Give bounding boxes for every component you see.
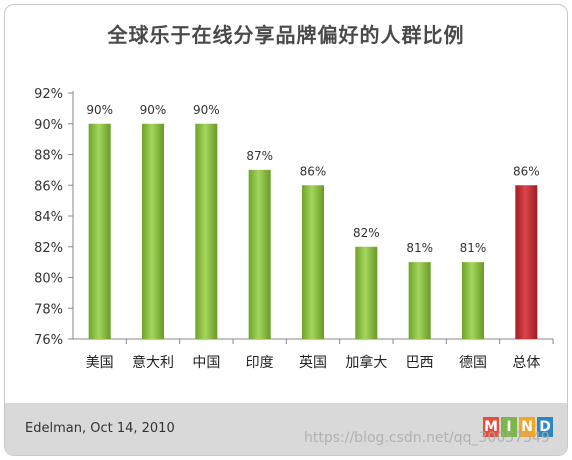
watermark-text: https://blog.csdn.net/qq_30057549 [304,430,550,446]
bar [355,246,378,339]
chart-frame: 全球乐于在线分享品牌偏好的人群比例 92% 90% 88% 86% 84% 82% 80% 7… [4,4,568,456]
x-tick-label: 巴西 [406,355,434,371]
bar [248,169,271,339]
y-tick-label: 82% [34,241,63,256]
bar [462,262,484,339]
data-label: 86% [513,164,540,178]
x-tick-label: 英国 [299,354,327,371]
x-tick-label: 德国 [459,355,487,371]
data-label: 81% [406,241,433,255]
data-label: 86% [300,164,327,178]
y-tick-label: 80% [34,272,63,287]
y-tick-label: 78% [34,302,63,317]
y-tick-label: 84% [34,210,63,225]
bar-chart: 92%90%88%86%84%82%80%78%76% 90%美国90%意大利9… [34,87,554,371]
x-tick-label: 美国 [86,355,114,371]
data-label: 90% [140,103,167,117]
logo-letter: D [537,417,553,437]
logo-letter: I [501,417,517,437]
data-label: 87% [246,149,273,163]
x-tick-label: 总体 [512,355,540,371]
y-tick-label: 86% [34,179,63,194]
data-label: 90% [86,103,113,117]
bar [195,123,218,339]
x-tick-label: 意大利 [132,354,174,371]
bar [142,123,164,339]
y-tick-label: 92% [34,87,63,102]
x-tick-label: 中国 [192,355,220,371]
y-tick-label: 76% [34,333,63,348]
data-label: 81% [460,241,487,255]
data-label: 90% [193,103,220,117]
chart-title: 全球乐于在线分享品牌偏好的人群比例 [107,23,465,47]
data-label: 82% [353,226,380,240]
bar [88,123,111,339]
logo-letter: N [519,417,535,437]
x-tick-label: 加拿大 [345,354,387,371]
bar [408,262,431,339]
x-tick-label: 印度 [246,355,274,371]
bar [302,185,324,339]
source-text: Edelman, Oct 14, 2010 [25,421,175,436]
bar [515,185,538,339]
y-tick-label: 90% [34,118,63,133]
chart-bars [88,123,538,339]
chart-labels: 90% 美国 90% 意大利 90% 中国 87% 印度 86% 英国 82% 加拿大 81% 巴西 81%… [86,103,541,371]
logo-letter: M [483,417,499,437]
y-tick-label: 88% [34,149,63,164]
